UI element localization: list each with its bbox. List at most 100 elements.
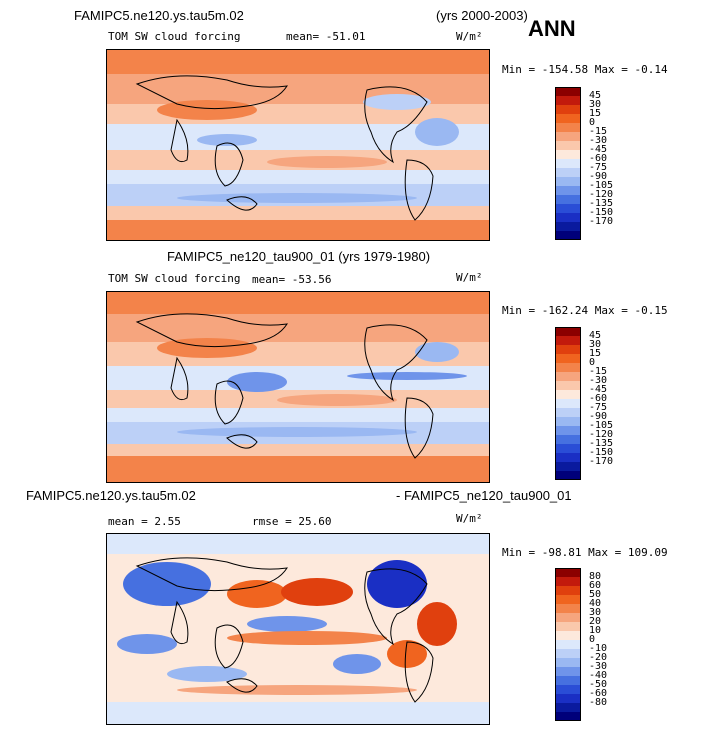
panel2-colorbar-label: -30 (589, 375, 608, 386)
panel2-colorbar-swatch (555, 462, 581, 471)
panel1-minmax: Min = -154.58 Max = -0.14 (502, 63, 668, 76)
panel2-colorbar-swatch (555, 417, 581, 426)
panel2-colorbar-label: 15 (589, 348, 602, 359)
panel3-colorbar-label: -40 (589, 670, 608, 681)
panel2-colorbar-label: -120 (589, 429, 614, 440)
panel3-colorbar-label: 60 (589, 580, 602, 591)
panel1-colorbar-swatch (555, 231, 581, 240)
panel2-mean: mean= -53.56 (252, 273, 332, 286)
panel1-colorbar-swatch (555, 204, 581, 213)
panel1-colorbar-swatch (555, 96, 581, 105)
season-label: ANN (528, 16, 576, 41)
panel2-colorbar-label: -75 (589, 402, 608, 413)
panel3-colorbar-label: 30 (589, 607, 602, 618)
panel3-colorbar-swatch (555, 667, 581, 676)
panel2-colorbar-swatch (555, 453, 581, 462)
panel2-colorbar-label: 0 (589, 357, 596, 368)
panel3-colorbar-label: -10 (589, 643, 608, 654)
panel3-colorbar-swatch (555, 631, 581, 640)
panel1-colorbar-swatch (555, 150, 581, 159)
panel1-colorbar-label: 30 (589, 99, 602, 110)
panel3-colorbar-swatch (555, 640, 581, 649)
panel3-colorbar-swatch (555, 604, 581, 613)
panel2-colorbar-label: -60 (589, 393, 608, 404)
panel3-map-svg (107, 534, 489, 724)
panel2-colorbar-label: 45 (589, 330, 602, 341)
panel3-colorbar-swatch (555, 649, 581, 658)
panel1-colorbar-label: -15 (589, 126, 608, 137)
panel1-mean: mean= -51.01 (286, 30, 366, 43)
panel1-colorbar-label: -90 (589, 171, 608, 182)
panel2-colorbar-swatch (555, 435, 581, 444)
panel2-colorbar-label: 30 (589, 339, 602, 350)
panel3-colorbar-label: 10 (589, 625, 602, 636)
panel3-colorbar-swatch (555, 595, 581, 604)
panel1-colorbar-label: -75 (589, 162, 608, 173)
panel2-colorbar-label: -45 (589, 384, 608, 395)
panel2-variable: TOM SW cloud forcing (108, 272, 241, 285)
panel3-colorbar-label: 40 (589, 598, 602, 609)
panel2-colorbar-label: -135 (589, 438, 614, 449)
panel2-colorbar-label: -15 (589, 366, 608, 377)
panel2-map-svg (107, 292, 489, 482)
panel3-colorbar-swatch (555, 613, 581, 622)
panel3-units: W/m² (456, 512, 483, 525)
panel1-colorbar-swatch (555, 159, 581, 168)
panel1-colorbar-label: -120 (589, 189, 614, 200)
panel1-colorbar-swatch (555, 141, 581, 150)
panel1-colorbar-label: -170 (589, 216, 614, 227)
panel3-colorbar-label: 0 (589, 634, 596, 645)
case-title: FAMIPC5.ne120.ys.tau5m.02 (74, 8, 244, 23)
panel1-colorbar-label: -105 (589, 180, 614, 191)
panel1-map (106, 49, 490, 241)
panel1-colorbar-label: -60 (589, 153, 608, 164)
panel1-colorbar-label: 0 (589, 117, 596, 128)
panel3-mean: mean = 2.55 (108, 515, 181, 528)
panel3-colorbar-swatch (555, 577, 581, 586)
panel3-map (106, 533, 490, 725)
panel1-colorbar-swatch (555, 114, 581, 123)
panel3-colorbar-swatch (555, 712, 581, 721)
panel2-map (106, 291, 490, 483)
panel2-title: FAMIPC5_ne120_tau900_01 (yrs 1979-1980) (167, 249, 431, 264)
years-label: (yrs 2000-2003) (436, 8, 528, 23)
panel2-colorbar-label: -105 (589, 420, 614, 431)
panel2-units: W/m² (456, 271, 483, 284)
panel3-colorbar-label: -30 (589, 661, 608, 672)
panel2-colorbar-label: -170 (589, 456, 614, 467)
panel1-colorbar-swatch (555, 195, 581, 204)
panel3-colorbar-swatch (555, 703, 581, 712)
panel1-colorbar-swatch (555, 168, 581, 177)
panel3-colorbar-swatch (555, 658, 581, 667)
panel1-colorbar-label: 45 (589, 90, 602, 101)
panel2-colorbar-swatch (555, 471, 581, 480)
panel1-colorbar-label: 15 (589, 108, 602, 119)
panel2-colorbar-swatch (555, 444, 581, 453)
panel3-minmax: Min = -98.81 Max = 109.09 (502, 546, 668, 559)
panel2-colorbar-swatch (555, 354, 581, 363)
panel1-colorbar-swatch (555, 132, 581, 141)
panel3-colorbar-label: -20 (589, 652, 608, 663)
panel2-colorbar-swatch (555, 399, 581, 408)
panel1-variable: TOM SW cloud forcing (108, 30, 241, 43)
panel1-colorbar-label: -45 (589, 144, 608, 155)
panel1-colorbar-label: -30 (589, 135, 608, 146)
panel3-colorbar-swatch (555, 694, 581, 703)
panel1-colorbar-swatch (555, 87, 581, 96)
panel1-colorbar-swatch (555, 222, 581, 231)
panel2-colorbar-swatch (555, 345, 581, 354)
panel2-colorbar-label: -150 (589, 447, 614, 458)
panel1-colorbar-swatch (555, 186, 581, 195)
panel3-colorbar-label: 50 (589, 589, 602, 600)
panel2-colorbar-swatch (555, 363, 581, 372)
panel1-colorbar-label: -150 (589, 207, 614, 218)
panel1-colorbar-swatch (555, 105, 581, 114)
panel2-colorbar-swatch (555, 408, 581, 417)
panel2-colorbar-swatch (555, 381, 581, 390)
panel2-minmax: Min = -162.24 Max = -0.15 (502, 304, 668, 317)
panel2-colorbar-swatch (555, 390, 581, 399)
panel3-colorbar-label: 80 (589, 571, 602, 582)
panel3-title-right: - FAMIPC5_ne120_tau900_01 (396, 488, 572, 503)
panel1-colorbar-label: -135 (589, 198, 614, 209)
panel3-colorbar-label: 20 (589, 616, 602, 627)
